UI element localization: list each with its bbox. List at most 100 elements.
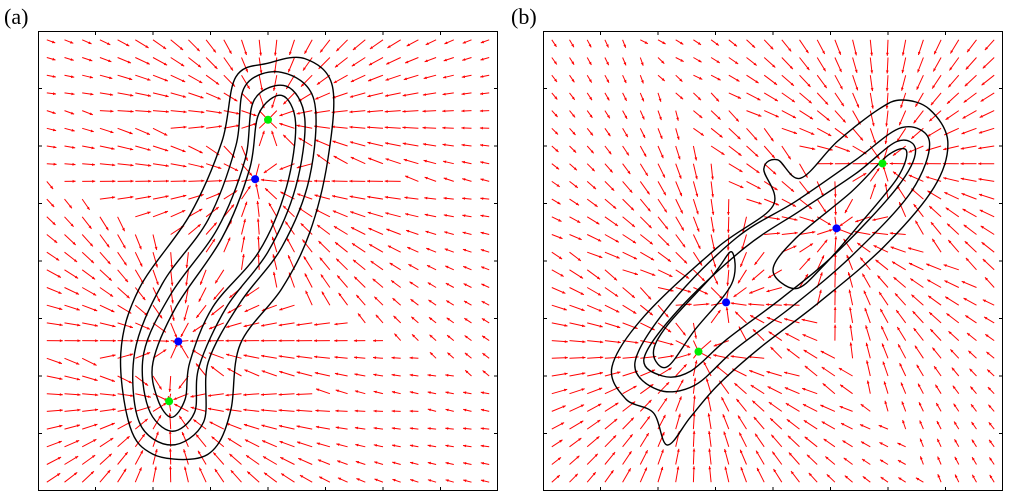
field-arrowhead [385,110,388,113]
field-arrowhead [335,410,338,413]
field-arrowhead [385,180,388,183]
field-arrowhead [165,149,168,152]
field-arrowhead [402,126,405,129]
field-arrowhead [410,357,413,360]
field-arrowhead [218,166,221,169]
density-contour [121,57,334,459]
field-arrowhead [166,180,169,183]
field-arrowhead [410,479,413,482]
field-arrowhead [374,461,377,464]
field-arrowhead [355,410,358,413]
field-arrowhead [641,62,644,65]
field-arrowhead [767,317,770,320]
field-arrowhead [886,88,889,91]
field-arrowhead [724,432,727,435]
field-arrowhead [659,99,662,102]
field-arrowhead [834,236,837,239]
field-arrowhead [54,163,57,166]
field-arrowhead [442,110,445,113]
field-arrowhead [112,379,115,382]
field-arrowhead [261,339,264,342]
field-arrowhead [900,105,903,108]
field-arrowhead [693,466,696,469]
field-arrowhead [253,114,256,117]
field-arrowhead [714,344,717,347]
field-arrowhead [296,393,299,396]
green-point [878,159,886,167]
field-arrowhead [289,52,292,55]
field-arrowhead [367,126,370,129]
field-arrowhead [392,410,395,413]
field-arrowhead [726,283,729,286]
field-arrowhead [257,219,260,222]
field-arrowhead [564,308,567,311]
field-arrowhead [279,123,282,126]
field-arrowhead [423,126,426,129]
field-arrowhead [784,303,787,306]
green-point [694,348,702,356]
field-arrowhead [873,184,876,187]
panel-b-vector-field [543,31,1003,491]
axis-ticks [543,31,1003,491]
field-arrowhead [314,180,317,183]
field-arrowhead [332,180,335,183]
field-arrowhead [166,340,169,343]
field-arrowhead [77,308,80,311]
field-arrowhead [279,339,282,342]
field-arrowhead [245,202,248,205]
field-arrowhead [244,52,247,55]
field-arrowhead [110,131,113,134]
density-contour [644,140,916,377]
field-arrowhead [71,58,74,61]
field-arrowhead [727,230,730,233]
field-arrowhead [190,340,193,343]
blue-point [174,338,182,346]
field-arrowhead [131,110,134,113]
field-arrowhead [356,461,359,464]
field-arrowhead [148,110,151,113]
panel-a-label: (a) [4,4,28,30]
field-arrowhead [480,127,483,130]
field-arrowhead [279,308,282,311]
field-arrowhead [834,212,837,215]
blue-point [722,298,730,306]
field-arrowhead [461,127,464,130]
field-arrowhead [184,180,187,183]
field-arrowhead [166,110,169,113]
field-arrowhead [890,232,893,235]
field-arrowhead [95,339,98,342]
field-arrowhead [727,265,730,268]
field-arrowhead [374,410,377,413]
field-arrowhead [886,106,889,109]
field-arrowhead [385,126,388,129]
field-arrowhead [582,388,585,391]
field-arrowhead [110,110,113,113]
blue-point [251,175,259,183]
field-arrowhead [741,467,744,470]
field-arrowhead [890,162,893,165]
field-arrowhead [367,180,370,183]
field-arrowhead [856,87,859,90]
field-arrowhead [979,131,982,134]
field-arrowhead [226,339,229,342]
field-arrowhead [201,180,204,183]
blue-point [832,224,840,232]
field-arrowhead [373,339,376,342]
field-arrowhead [581,308,584,311]
field-arrowhead [406,230,409,233]
field-arrowhead [373,356,376,359]
field-arrowhead [442,127,445,130]
field-arrowhead [425,59,428,62]
field-arrowhead [918,52,921,55]
field-arrowhead [883,362,886,365]
field-arrowhead [462,58,465,61]
field-arrowhead [315,409,318,412]
field-arrowhead [94,424,97,427]
field-arrowhead [243,393,246,396]
field-arrowhead [599,255,602,258]
green-point [165,397,173,405]
field-arrowhead [766,303,769,306]
field-arrowhead [696,211,699,214]
field-arrowhead [829,229,832,232]
field-arrowhead [296,409,299,412]
